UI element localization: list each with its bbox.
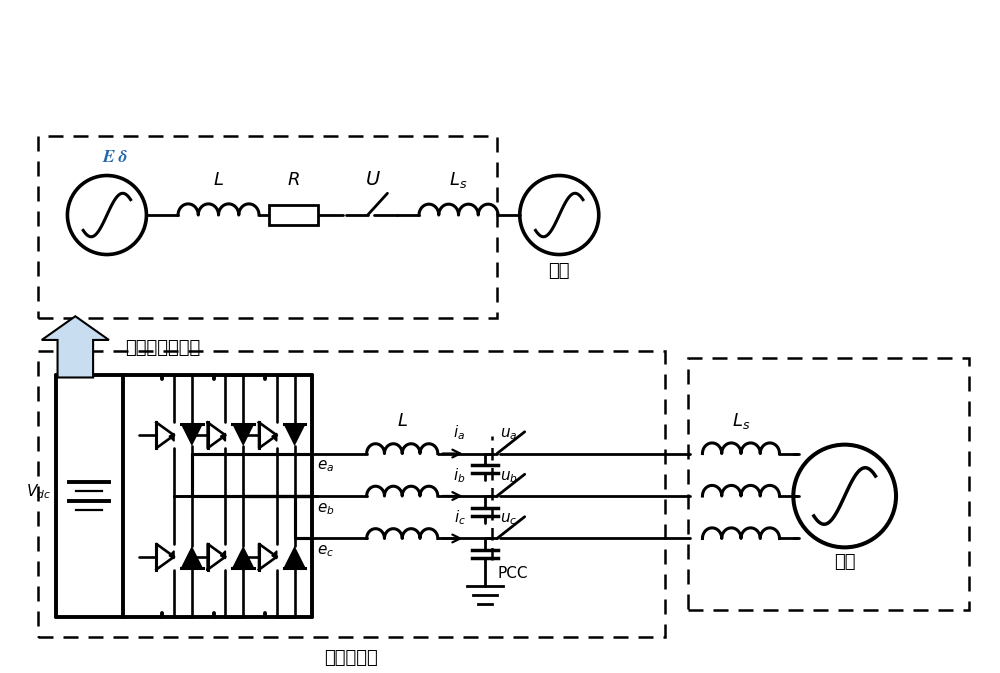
Text: PCC: PCC [497,566,528,581]
Text: $e_a$: $e_a$ [317,458,334,474]
Text: $L_s$: $L_s$ [449,170,468,190]
Text: $L$: $L$ [397,412,408,430]
Polygon shape [284,546,305,567]
Polygon shape [169,551,174,559]
Text: $L$: $L$ [213,172,224,189]
Polygon shape [181,546,203,567]
Text: E∠δ: E∠δ [102,149,128,166]
Text: $i_b$: $i_b$ [453,466,466,485]
Text: $e_b$: $e_b$ [317,501,335,516]
Text: 电网: 电网 [549,262,570,280]
Text: $\boldsymbol{u_a}$: $\boldsymbol{u_a}$ [500,427,517,442]
Bar [688,358,969,610]
Text: $i_a$: $i_a$ [453,424,466,442]
Text: $R$: $R$ [287,172,300,189]
FancyArrow shape [42,316,109,378]
Polygon shape [221,551,225,559]
Text: 电网: 电网 [834,553,855,571]
Text: 虚拟同步发电机: 虚拟同步发电机 [125,339,200,357]
Text: $L_s$: $L_s$ [732,411,750,431]
Polygon shape [221,433,225,441]
Bar [38,135,497,318]
Polygon shape [284,425,305,446]
Text: 并网逆变器: 并网逆变器 [324,649,378,667]
Text: $i_c$: $i_c$ [454,509,465,528]
Polygon shape [272,551,277,559]
Text: $\boldsymbol{u_b}$: $\boldsymbol{u_b}$ [500,469,518,485]
Bar [38,351,665,637]
Polygon shape [181,425,203,446]
Text: $V_{dc}$: $V_{dc}$ [26,482,51,501]
Polygon shape [272,433,277,441]
Text: $e_c$: $e_c$ [317,543,334,559]
Polygon shape [232,425,254,446]
Bar [269,205,318,225]
Polygon shape [232,546,254,567]
Text: $U$: $U$ [365,170,381,189]
Polygon shape [169,433,174,441]
Text: $\boldsymbol{u_c}$: $\boldsymbol{u_c}$ [500,511,517,528]
